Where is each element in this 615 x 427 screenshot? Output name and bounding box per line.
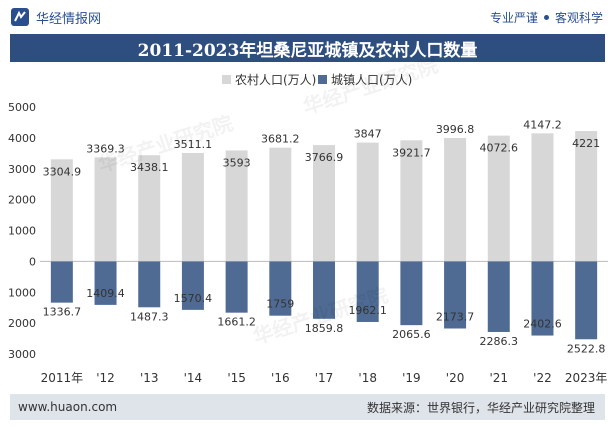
bar-rural xyxy=(50,159,73,262)
data-label-urban: 2402.6 xyxy=(523,318,562,331)
y-tick-label: 0 xyxy=(29,255,36,268)
bar-rural xyxy=(487,135,510,262)
bar-urban xyxy=(356,261,379,322)
x-tick-label: '14 xyxy=(184,371,203,385)
bar-rural xyxy=(400,140,423,262)
x-tick-label: '22 xyxy=(533,371,552,385)
bar-rural xyxy=(181,152,204,262)
bar-urban xyxy=(138,261,161,308)
bar-urban xyxy=(94,261,117,305)
bar-urban xyxy=(269,261,292,316)
data-label-urban: 1570.4 xyxy=(174,292,213,305)
slogan-left: 专业严谨 xyxy=(489,10,538,25)
x-tick-label: '18 xyxy=(358,371,377,385)
chart-svg: 农村人口(万人) 城镇人口(万人) 5000 4000 3000 2000 1000 0 100… xyxy=(8,73,608,385)
bar-urban xyxy=(400,261,423,326)
data-label-rural: 3996.8 xyxy=(436,123,475,136)
bar-rural xyxy=(225,150,248,262)
x-tick-label: '12 xyxy=(96,371,115,385)
data-label-urban: 1487.3 xyxy=(130,310,169,323)
data-label-rural: 3921.7 xyxy=(392,146,431,159)
bar-urban xyxy=(444,261,467,329)
y-tick-label: 4000 xyxy=(8,132,36,145)
data-label-rural: 3369.3 xyxy=(86,142,125,155)
y-tick-label: 2000 xyxy=(8,194,36,207)
bar-urban xyxy=(531,261,554,336)
data-label-urban: 2173.7 xyxy=(436,310,475,323)
bar-rural xyxy=(313,145,335,262)
bar-rural xyxy=(575,131,598,262)
y-tick-label: 1000 xyxy=(8,286,36,299)
brand: 华经情报网 xyxy=(10,7,101,27)
y-tick-label: 3000 xyxy=(8,348,36,361)
bar-rural xyxy=(531,133,554,262)
data-label-rural: 3766.9 xyxy=(305,151,344,164)
data-label-rural: 3847 xyxy=(354,128,382,141)
data-label-urban: 1661.2 xyxy=(217,316,256,329)
y-tick-label: 2000 xyxy=(8,317,36,330)
data-label-rural: 4221 xyxy=(572,137,600,150)
x-tick-label: '19 xyxy=(402,371,421,385)
x-tick-label: '16 xyxy=(271,371,290,385)
x-tick-label: '17 xyxy=(315,371,334,385)
bar-rural xyxy=(94,157,117,262)
x-tick-label: '21 xyxy=(489,371,508,385)
slogan: 专业严谨 客观科学 xyxy=(490,9,603,26)
data-label-urban: 2286.3 xyxy=(480,335,519,348)
title-bar: 2011-2023年坦桑尼亚城镇及农村人口数量 xyxy=(10,34,605,62)
slogan-right: 客观科学 xyxy=(554,10,603,25)
bar-urban xyxy=(575,261,598,340)
bar-rural xyxy=(444,137,467,262)
y-tick-label: 5000 xyxy=(8,101,36,114)
data-label-urban: 1336.7 xyxy=(43,306,82,319)
data-label-urban: 1859.8 xyxy=(305,322,344,335)
data-label-urban: 2065.6 xyxy=(392,328,431,341)
chart-title: 2011-2023年坦桑尼亚城镇及农村人口数量 xyxy=(137,40,478,61)
legend-swatch-rural xyxy=(222,75,231,84)
data-label-rural: 3681.2 xyxy=(261,133,300,146)
x-tick-label: 2011年 xyxy=(41,371,84,385)
data-label-rural: 4147.2 xyxy=(523,118,562,131)
data-label-urban: 2522.8 xyxy=(567,342,606,355)
bar-rural xyxy=(356,142,379,262)
bar-urban xyxy=(50,261,73,303)
x-tick-label: '15 xyxy=(227,371,246,385)
data-label-rural: 3593 xyxy=(223,156,251,169)
x-tick-label: 2023年 xyxy=(565,371,608,385)
brand-name: 华经情报网 xyxy=(36,11,102,27)
data-label-rural: 3511.1 xyxy=(174,138,213,151)
legend-swatch-urban xyxy=(318,75,327,84)
data-label-urban: 1409.4 xyxy=(86,287,125,300)
bar-urban xyxy=(487,261,510,332)
top-bar: 华经情报网 专业严谨 客观科学 xyxy=(0,0,615,34)
bar-urban xyxy=(181,261,204,310)
legend-label-rural: 农村人口(万人) xyxy=(235,73,316,87)
x-tick-label: '20 xyxy=(446,371,465,385)
x-tick-label: '13 xyxy=(140,371,159,385)
footer: www.huaon.com 数据来源：世界银行，华经产业研究院整理 xyxy=(10,394,605,420)
data-label-rural: 3304.9 xyxy=(43,165,82,178)
footer-source: 数据来源：世界银行，华经产业研究院整理 xyxy=(366,400,595,415)
bar-urban xyxy=(313,261,335,319)
y-tick-label: 3000 xyxy=(8,163,36,176)
chart-area: 农村人口(万人) 城镇人口(万人) 5000 4000 3000 2000 1000 0 100… xyxy=(0,62,615,392)
data-label-rural: 3438.1 xyxy=(130,161,169,174)
legend-label-urban: 城镇人口(万人) xyxy=(331,73,412,87)
data-label-rural: 4072.6 xyxy=(480,142,519,155)
data-label-urban: 1759 xyxy=(266,298,294,311)
data-label-urban: 1962.1 xyxy=(348,304,387,317)
bar-urban xyxy=(225,261,248,313)
y-tick-label: 1000 xyxy=(8,225,36,238)
brand-logo-icon xyxy=(11,8,29,26)
footer-url: www.huaon.com xyxy=(18,400,118,414)
bar-rural xyxy=(138,155,161,262)
slogan-dot-icon xyxy=(543,14,549,20)
bar-rural xyxy=(269,147,292,262)
